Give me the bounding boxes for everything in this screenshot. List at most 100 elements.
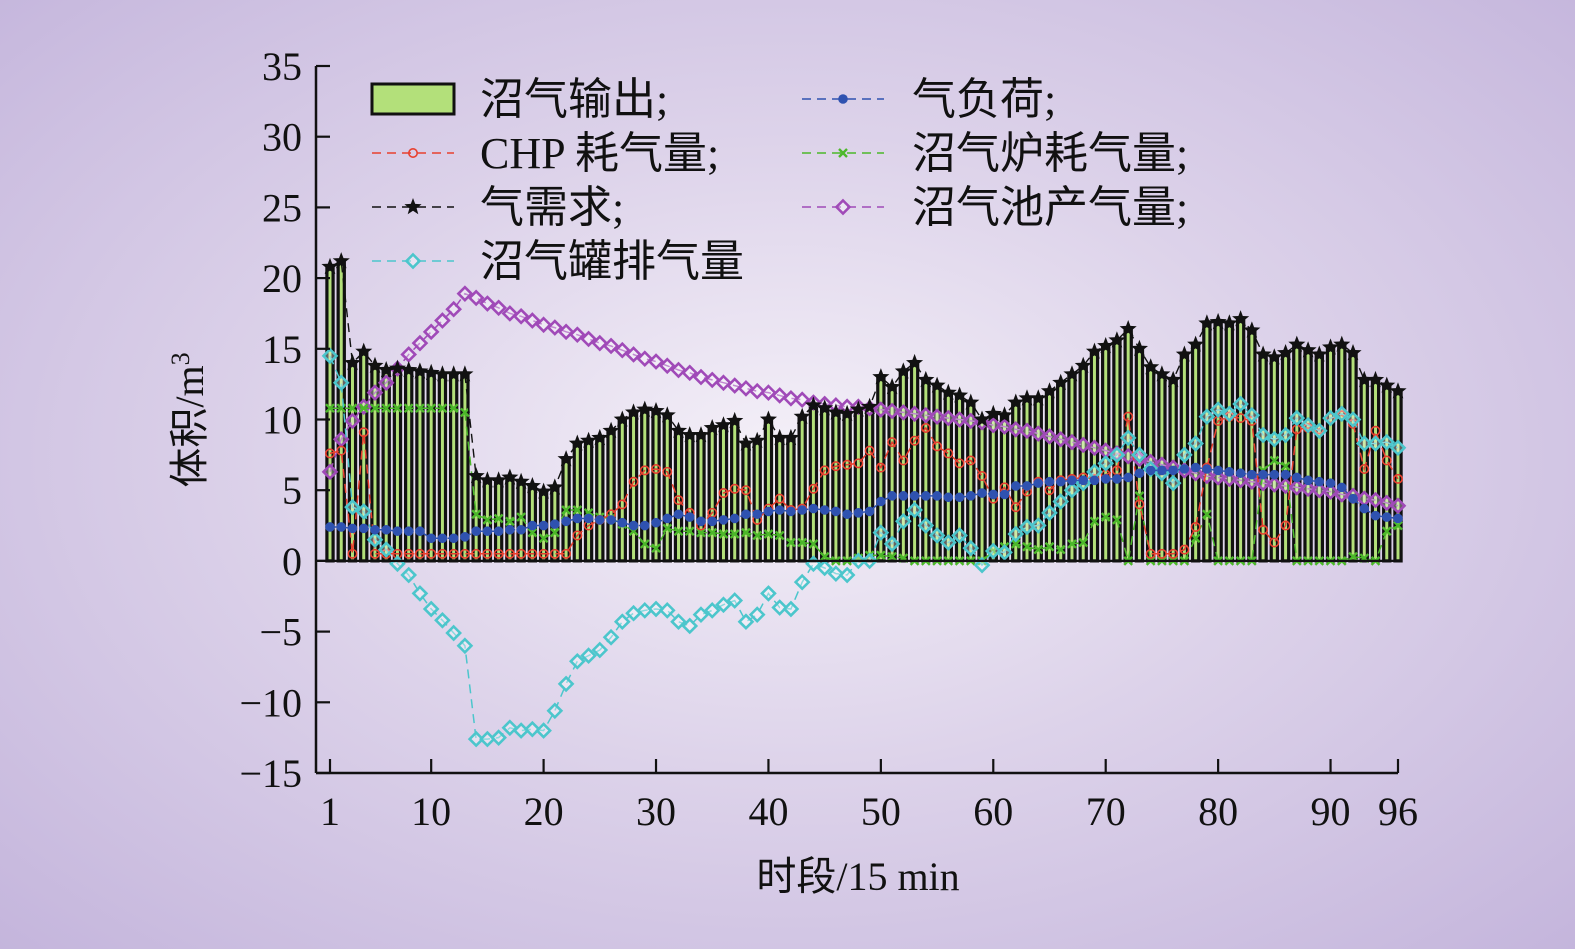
load-point-65	[1044, 476, 1055, 487]
y-axis-title-text: 体积/m	[167, 365, 212, 487]
load-point-19	[527, 520, 538, 531]
chp-point-32	[673, 495, 684, 506]
tank-point-54	[917, 517, 935, 534]
digester-point-67	[1063, 433, 1081, 451]
chp-point-95	[1381, 455, 1392, 466]
load-point-64	[1033, 478, 1044, 488]
chp-point-74	[1145, 548, 1156, 559]
tank-point-28	[625, 604, 642, 622]
digester-point-21	[546, 319, 564, 336]
demand-point-51	[883, 378, 901, 395]
demand-point-46	[827, 403, 845, 420]
load-point-76	[1168, 465, 1178, 476]
chp-point-51	[887, 437, 898, 448]
chp-point-76	[1168, 548, 1179, 559]
boiler-point-10	[426, 403, 437, 414]
digester-point-62	[1007, 421, 1025, 438]
load-point-10	[426, 533, 436, 544]
demand-point-6	[377, 361, 395, 378]
demand-point-69	[1085, 342, 1103, 359]
series-load	[325, 462, 1403, 544]
demand-point-92	[1344, 344, 1362, 361]
load-point-57	[954, 492, 965, 503]
tank-point-45	[816, 559, 833, 577]
bar-27	[617, 417, 627, 563]
boiler-point-44	[808, 539, 819, 549]
boiler-point-30	[651, 543, 661, 554]
series-demand	[321, 252, 1407, 499]
tank-point-41	[771, 599, 789, 616]
bar-66	[1056, 381, 1066, 563]
tank-point-50	[872, 524, 890, 541]
tank-point-10	[422, 600, 440, 618]
digester-point-82	[1232, 471, 1249, 489]
tank-point-14	[467, 730, 485, 748]
tank-point-24	[580, 647, 597, 664]
load-point-4	[358, 523, 369, 534]
demand-point-48	[849, 400, 867, 417]
bar-81	[1224, 321, 1235, 563]
digester-point-64	[1029, 425, 1047, 442]
tank-point-30	[647, 600, 665, 618]
digester-point-89	[1310, 481, 1328, 499]
chp-point-17	[504, 548, 515, 559]
tank-point-19	[524, 720, 541, 738]
bar-31	[662, 413, 672, 563]
digester-point-14	[467, 289, 485, 307]
tank-point-61	[996, 544, 1013, 561]
load-point-88	[1303, 475, 1313, 486]
bar-34	[696, 433, 706, 563]
load-point-84	[1258, 469, 1268, 480]
load-point-29	[639, 520, 650, 531]
legend-label-chp: CHP 耗气量;	[480, 129, 719, 178]
demand-point-57	[951, 386, 969, 403]
legend-label-bar: 沼气输出;	[480, 75, 668, 124]
bar-53	[909, 361, 920, 563]
boiler-point-78	[1190, 533, 1201, 544]
chp-point-77	[1179, 544, 1190, 555]
load-point-77	[1179, 464, 1190, 474]
demand-point-11	[433, 365, 451, 382]
digester-point-90	[1322, 483, 1339, 500]
demand-point-66	[1052, 373, 1070, 390]
load-point-51	[887, 491, 897, 501]
bar-12	[448, 372, 459, 563]
chp-point-8	[403, 548, 414, 559]
legend-label-load: 气负荷;	[912, 75, 1056, 124]
load-point-20	[538, 520, 549, 531]
load-point-18	[516, 524, 526, 535]
boiler-point-63	[1022, 541, 1032, 552]
bar-94	[1370, 378, 1381, 563]
load-point-82	[1235, 468, 1246, 479]
chp-point-4	[358, 427, 369, 438]
chp-point-31	[662, 466, 673, 477]
chp-point-85	[1269, 537, 1280, 548]
demand-point-44	[804, 396, 822, 413]
tank-point-4	[355, 503, 373, 520]
load-point-42	[786, 506, 796, 517]
digester-point-6	[377, 374, 395, 392]
load-point-87	[1292, 472, 1302, 483]
digester-point-39	[748, 382, 766, 400]
demand-point-58	[962, 393, 980, 410]
bar-48	[853, 408, 864, 563]
x-tick-label-96: 96	[1378, 789, 1418, 834]
demand-point-27	[613, 410, 631, 427]
demand-point-52	[894, 362, 912, 379]
y-tick-label-25: 25	[262, 185, 302, 230]
y-tick-label--15: −15	[239, 751, 302, 796]
load-point-70	[1100, 474, 1111, 484]
tank-point-23	[568, 652, 586, 670]
digester-point-51	[883, 402, 901, 420]
tank-point-35	[703, 602, 721, 619]
digester-point-56	[939, 409, 957, 427]
chp-point-62	[1010, 502, 1021, 513]
chp-point-59	[977, 471, 988, 482]
load-point-11	[437, 533, 448, 544]
chp-point-14	[471, 548, 482, 559]
chp-point-84	[1258, 524, 1269, 535]
digester-point-40	[760, 384, 777, 401]
demand-point-96	[1389, 382, 1407, 399]
demand-point-37	[726, 411, 744, 429]
chp-point-30	[651, 463, 662, 474]
